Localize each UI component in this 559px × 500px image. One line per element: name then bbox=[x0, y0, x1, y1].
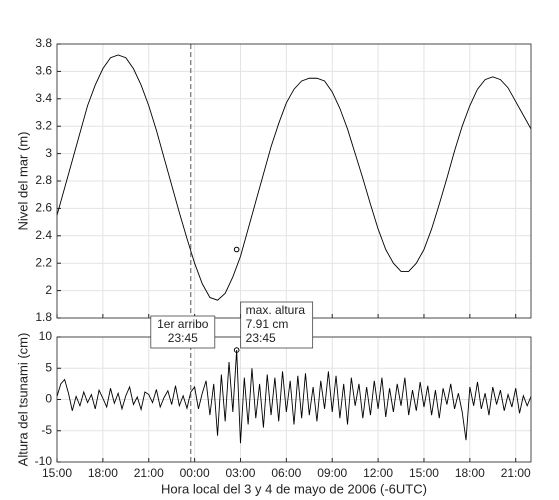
data-line bbox=[56, 54, 532, 301]
y-tick-label: -5 bbox=[41, 423, 52, 437]
annotation-text: 23:45 bbox=[246, 331, 276, 345]
x-tick-label: 15:00 bbox=[42, 466, 72, 480]
x-tick-label: 21:00 bbox=[501, 466, 531, 480]
data-line bbox=[56, 350, 532, 444]
y-tick-label: 3.4 bbox=[35, 91, 52, 105]
annotation-text: 23:45 bbox=[168, 331, 198, 345]
y-tick-label: 3.2 bbox=[35, 118, 52, 132]
annotation-box bbox=[240, 301, 314, 349]
annotation-text: 1er arribo bbox=[157, 317, 209, 331]
x-tick-label: 18:00 bbox=[455, 466, 485, 480]
y-axis-label: Nivel del mar (m) bbox=[15, 132, 30, 231]
y-tick-label: 3 bbox=[45, 146, 52, 160]
y-tick-label: 3.8 bbox=[35, 36, 52, 50]
y-tick-label: 10 bbox=[39, 329, 53, 343]
max-marker bbox=[233, 246, 240, 253]
y-tick-label: 0 bbox=[45, 392, 52, 406]
y-tick-label: 2 bbox=[45, 283, 52, 297]
y-tick-label: 3.6 bbox=[35, 64, 52, 78]
x-axis-label: Hora local del 3 y 4 de mayo de 2006 (-6… bbox=[161, 481, 427, 496]
y-tick-label: -10 bbox=[35, 454, 53, 468]
annotation-text: max. altura bbox=[246, 303, 306, 317]
x-tick-label: 21:00 bbox=[134, 466, 164, 480]
max-marker bbox=[233, 347, 240, 353]
y-tick-label: 2.2 bbox=[35, 255, 52, 269]
x-tick-label: 12:00 bbox=[363, 466, 393, 480]
y-tick-label: 2.8 bbox=[35, 173, 52, 187]
x-tick-label: 00:00 bbox=[180, 466, 210, 480]
y-tick-label: 2.4 bbox=[35, 228, 52, 242]
y-tick-label: 2.6 bbox=[35, 201, 52, 215]
x-tick-label: 06:00 bbox=[271, 466, 301, 480]
annotation-text: 7.91 cm bbox=[246, 317, 289, 331]
y-tick-label: 1.8 bbox=[35, 310, 52, 324]
x-tick-label: 03:00 bbox=[225, 466, 255, 480]
x-tick-label: 09:00 bbox=[317, 466, 347, 480]
y-tick-label: 5 bbox=[45, 360, 52, 374]
y-axis-label: Altura del tsunami (cm) bbox=[15, 333, 30, 467]
annotation-box bbox=[150, 315, 216, 349]
x-tick-label: 18:00 bbox=[88, 466, 118, 480]
x-tick-label: 15:00 bbox=[409, 466, 439, 480]
